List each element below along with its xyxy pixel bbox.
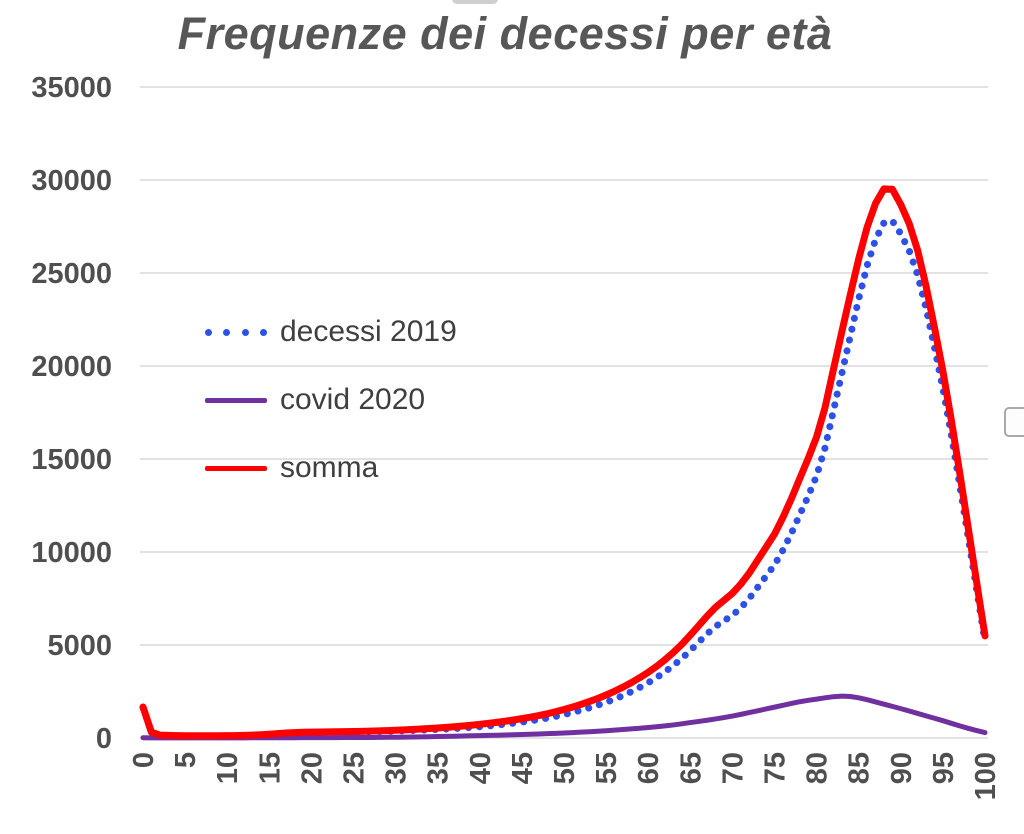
y-tick-label: 15000 xyxy=(31,444,112,476)
x-tick-label: 20 xyxy=(296,752,328,784)
x-tick-label: 80 xyxy=(802,752,834,784)
series-line-somma xyxy=(139,185,989,740)
cropped-ui-fragment-top xyxy=(452,0,498,4)
x-tick-label: 10 xyxy=(212,752,244,784)
cropped-floating-button[interactable] xyxy=(1004,407,1024,437)
x-tick-label: 55 xyxy=(591,752,623,784)
y-tick-label: 10000 xyxy=(31,537,112,569)
legend-item-somma: somma xyxy=(205,450,378,486)
chart-title: Frequenze dei decessi per età xyxy=(177,8,833,59)
x-tick-label: 70 xyxy=(717,752,749,784)
legend-item-decessi-2019: decessi 2019 xyxy=(205,314,457,350)
x-tick-label: 5 xyxy=(170,752,202,768)
x-tick-label: 30 xyxy=(381,752,413,784)
legend-label: covid 2020 xyxy=(280,383,426,416)
x-tick-label: 75 xyxy=(760,752,792,784)
x-tick-label: 45 xyxy=(507,752,539,784)
x-tick-label: 0 xyxy=(128,752,160,768)
x-tick-label: 100 xyxy=(970,752,1002,800)
x-tick-label: 60 xyxy=(633,752,665,784)
y-tick-label: 5000 xyxy=(47,630,112,662)
legend-item-covid-2020: covid 2020 xyxy=(205,382,425,418)
y-tick-label: 35000 xyxy=(31,72,112,104)
x-tick-label: 50 xyxy=(549,752,581,784)
x-tick-label: 25 xyxy=(339,752,371,784)
x-tick-label: 95 xyxy=(928,752,960,784)
solid-line-marker-icon xyxy=(205,465,267,471)
y-tick-label: 20000 xyxy=(31,351,112,383)
legend-label: somma xyxy=(280,451,379,484)
dotted-line-marker-icon xyxy=(205,328,267,336)
y-tick-label: 25000 xyxy=(31,258,112,290)
x-tick-label: 65 xyxy=(675,752,707,784)
x-tick-label: 40 xyxy=(465,752,497,784)
y-tick-label: 30000 xyxy=(31,165,112,197)
legend-label: decessi 2019 xyxy=(280,315,457,348)
series-line-covid-2020 xyxy=(140,693,988,741)
x-tick-label: 85 xyxy=(844,752,876,784)
solid-line-marker-icon xyxy=(205,397,267,403)
x-tick-label: 35 xyxy=(423,752,455,784)
x-tick-label: 15 xyxy=(254,752,286,784)
x-tick-label: 90 xyxy=(886,752,918,784)
y-tick-label: 0 xyxy=(96,723,112,755)
